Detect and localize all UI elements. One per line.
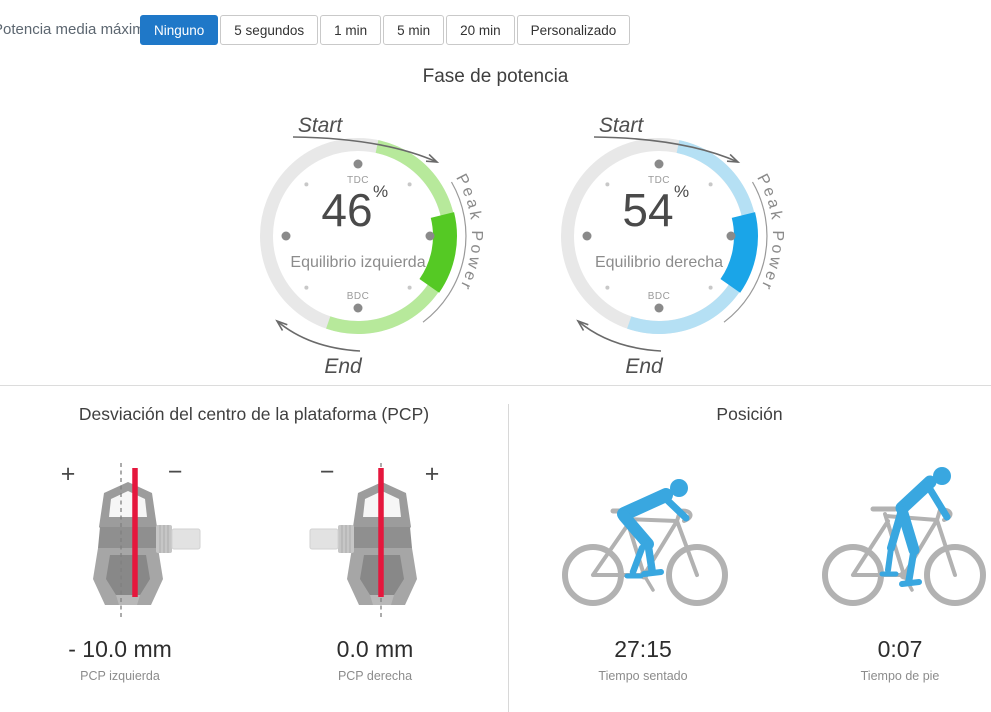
pcp-title: Desviación del centro de la plataforma (… <box>78 404 430 424</box>
balance-right-value: 54 <box>622 184 673 236</box>
end-arrow <box>577 320 662 352</box>
tdc-label: TDC <box>347 175 369 186</box>
pedal-right-graphic: − + <box>309 458 440 619</box>
time-range-button-group: Ninguno 5 segundos 1 min 5 min 20 min Pe… <box>140 15 631 45</box>
gauge-right-graphic: TDC BDC 54 % Equilibrio derecha Start En… <box>561 114 786 378</box>
range-button-1-min[interactable]: 1 min <box>320 15 382 45</box>
bdc-label: BDC <box>648 291 671 302</box>
seated-cyclist-figure <box>560 462 745 617</box>
pedal-right-figure: − + <box>295 455 455 630</box>
horizontal-divider <box>0 385 991 386</box>
svg-text:Peak Power: Peak Power <box>753 171 786 294</box>
peak-power-bracket <box>422 181 467 323</box>
range-button-20-min[interactable]: 20 min <box>446 15 515 45</box>
power-phase-gauge-left: TDC BDC 46 % Equilibrio izquierda Start … <box>223 86 493 386</box>
minus-sign: − <box>320 458 335 486</box>
rider <box>879 467 951 587</box>
rider <box>617 479 690 579</box>
position-title: Posición <box>716 404 783 424</box>
balance-right-unit: % <box>674 182 689 201</box>
range-button-ninguno[interactable]: Ninguno <box>140 15 219 45</box>
pedal-left-graphic: + − <box>61 458 201 619</box>
peak-power-label-left: Peak Power <box>452 171 482 294</box>
peak-power-bracket <box>723 181 768 323</box>
seated-time-value: 27:15 <box>614 636 672 662</box>
end-arrow <box>276 320 361 352</box>
plus-sign: + <box>61 460 76 488</box>
start-arrow <box>593 136 739 163</box>
start-arrow <box>292 136 438 163</box>
pedal-body <box>93 482 163 605</box>
pedal-spindle <box>156 525 201 553</box>
peak-arc-left <box>419 212 457 293</box>
end-label: End <box>324 355 363 378</box>
start-label: Start <box>599 114 645 137</box>
end-label: End <box>625 355 664 378</box>
start-label: Start <box>298 114 344 137</box>
vertical-divider <box>508 404 509 712</box>
range-button-5-min[interactable]: 5 min <box>383 15 445 45</box>
range-button-personalizado[interactable]: Personalizado <box>516 15 631 45</box>
range-button-5-segundos[interactable]: 5 segundos <box>220 15 319 45</box>
plus-sign: + <box>425 460 440 488</box>
standing-time-value: 0:07 <box>877 636 923 662</box>
bdc-label: BDC <box>347 291 370 302</box>
pcp-left-caption: PCP izquierda <box>80 669 160 683</box>
pcp-right-caption: PCP derecha <box>337 669 413 683</box>
peak-power-label-right: Peak Power <box>753 171 783 294</box>
pcp-left-value: - 10.0 mm <box>68 636 172 662</box>
standing-cyclist-figure <box>822 458 991 620</box>
standing-time-caption: Tiempo de pie <box>860 669 940 683</box>
power-phase-title: Fase de potencia <box>422 66 569 87</box>
balance-left-value: 46 <box>321 184 372 236</box>
standing-cyclist-icon <box>822 467 986 606</box>
peak-arc-right <box>720 212 758 293</box>
balance-left-unit: % <box>373 182 388 201</box>
balance-left-label: Equilibrio izquierda <box>290 254 425 271</box>
pedal-spindle <box>309 525 354 553</box>
bike <box>562 508 728 606</box>
balance-right-label: Equilibrio derecha <box>595 254 723 271</box>
seated-cyclist-icon <box>562 479 728 606</box>
power-phase-gauge-right: TDC BDC 54 % Equilibrio derecha Start En… <box>524 86 794 386</box>
seated-time-caption: Tiempo sentado <box>598 669 688 683</box>
mean-max-power-label: Potencia media máxima <box>0 21 154 38</box>
gauge-left-graphic: TDC BDC 46 % Equilibrio izquierda Start … <box>260 114 485 378</box>
tdc-label: TDC <box>648 175 670 186</box>
minus-sign: − <box>168 458 183 486</box>
svg-text:Peak Power: Peak Power <box>452 171 485 294</box>
pedal-left-figure: + − <box>55 455 215 630</box>
pcp-right-value: 0.0 mm <box>336 636 414 662</box>
